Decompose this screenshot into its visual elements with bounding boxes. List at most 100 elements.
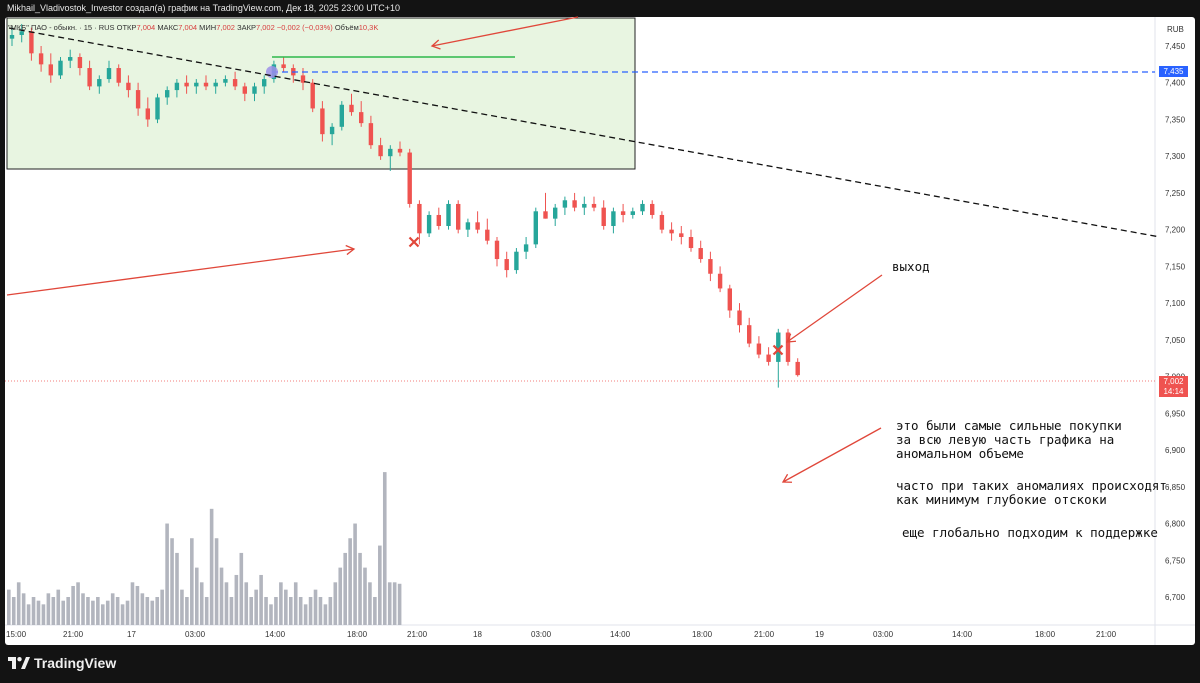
candle-body — [737, 310, 742, 326]
candle-body — [659, 214, 665, 230]
candle-body — [194, 82, 199, 87]
arrow-volume[interactable] — [782, 427, 882, 483]
candle-body — [232, 79, 238, 87]
candle-body — [242, 86, 247, 94]
time-tick-label: 03:00 — [185, 630, 206, 639]
candle-body — [184, 82, 189, 87]
legend-low-value: 7,002 — [216, 23, 235, 32]
volume-bar — [323, 604, 328, 625]
volume-bar — [397, 583, 402, 625]
candle-body — [601, 207, 606, 226]
candle-body — [368, 123, 374, 146]
volume-bar — [368, 582, 372, 625]
volume-bar — [125, 600, 130, 625]
candle-body — [9, 34, 15, 39]
time-tick-label: 19 — [815, 630, 824, 639]
candle-body — [252, 86, 257, 94]
volume-bar — [269, 604, 273, 625]
volume-bar — [328, 597, 333, 625]
volume-bar — [105, 600, 110, 625]
legend-high-value: 7,004 — [178, 23, 198, 32]
candle-body — [708, 259, 713, 274]
volume-bar — [11, 597, 16, 625]
candle-body — [58, 60, 63, 76]
candle-body — [514, 251, 519, 271]
candle-body — [795, 361, 800, 376]
volume-bar — [160, 589, 164, 625]
candle-body — [87, 68, 92, 87]
price-tick-label: 7,450 — [1165, 42, 1186, 51]
volume-bar — [358, 552, 362, 625]
symbol-legend: "МКБ" ПАО - обыкн. · 15 · RUS ОТКР7,004 … — [8, 23, 378, 33]
candle-body — [38, 53, 44, 65]
price-tick-label: 6,800 — [1165, 520, 1186, 529]
candle-body — [650, 203, 655, 215]
volume-bar — [293, 582, 298, 625]
volume-bar — [96, 597, 100, 625]
candle-body — [756, 343, 762, 355]
arrow-top-head — [430, 39, 441, 50]
volume-bar — [279, 582, 283, 625]
candle-body — [48, 64, 53, 76]
candle-body — [378, 145, 383, 157]
candle-body — [155, 97, 160, 120]
candle-body — [388, 148, 393, 157]
last-price-tag: 7,002 — [1159, 376, 1188, 387]
volume-bar — [140, 593, 145, 625]
volume-bar — [298, 597, 303, 625]
price-tick-label: 6,900 — [1165, 446, 1186, 455]
volume-bar — [86, 597, 90, 625]
arrow-entry[interactable] — [6, 248, 355, 296]
volume-bar — [120, 604, 125, 625]
time-tick-label: 21:00 — [63, 630, 84, 639]
candle-body — [620, 211, 626, 215]
candle-body — [688, 237, 694, 249]
time-tick-label: 03:00 — [873, 630, 894, 639]
price-tick-label: 6,850 — [1165, 483, 1186, 492]
candle-body — [747, 325, 752, 344]
candle-body — [446, 203, 451, 226]
legend-close-label: ЗАКР — [237, 23, 256, 32]
arrow-entry-head — [345, 244, 356, 256]
candle-body — [465, 222, 471, 230]
time-tick-label: 03:00 — [531, 630, 552, 639]
volume-bar — [392, 582, 397, 625]
candle-body — [785, 332, 791, 362]
volume-bar — [209, 508, 214, 625]
volume-bar — [61, 600, 66, 625]
tradingview-logo-icon — [8, 657, 30, 669]
note-strong-buys-line2: за всю левую часть графика на — [896, 432, 1115, 447]
legend-volume-value: 10,3K — [358, 23, 379, 32]
trend-line[interactable] — [8, 27, 1161, 238]
volume-bar — [150, 600, 155, 625]
price-tick-label: 6,700 — [1165, 593, 1186, 602]
volume-bar — [51, 597, 56, 625]
note-support: еще глобально подходим к поддержке — [902, 525, 1158, 540]
candle-body — [475, 222, 480, 230]
time-tick-label: 14:00 — [265, 630, 286, 639]
arrow-top[interactable] — [431, 16, 579, 47]
price-tick-label: 6,950 — [1165, 409, 1186, 418]
highlight-zone[interactable] — [6, 17, 636, 170]
legend-open-label: ОТКР — [116, 23, 137, 32]
entry-marker-cross — [408, 236, 420, 248]
candle-body — [145, 108, 150, 120]
candle-body — [533, 211, 538, 245]
level-price-tag: 7,435 — [1159, 66, 1188, 77]
volume-bar — [318, 597, 323, 625]
arrow-exit[interactable] — [786, 274, 883, 343]
tradingview-logo[interactable]: TradingView — [8, 655, 116, 671]
volume-bar — [175, 552, 179, 625]
footer — [0, 645, 1200, 683]
candle-body — [523, 244, 529, 252]
volume-bar — [308, 597, 313, 625]
legend-high-label: МАКС — [157, 23, 179, 32]
volume-bar — [284, 589, 288, 625]
candle-body — [456, 203, 461, 230]
time-tick-label: 21:00 — [754, 630, 775, 639]
price-tick-label: 7,100 — [1165, 299, 1186, 308]
candle-body — [727, 288, 732, 311]
candle-body — [611, 211, 616, 226]
candle-body — [29, 31, 34, 54]
